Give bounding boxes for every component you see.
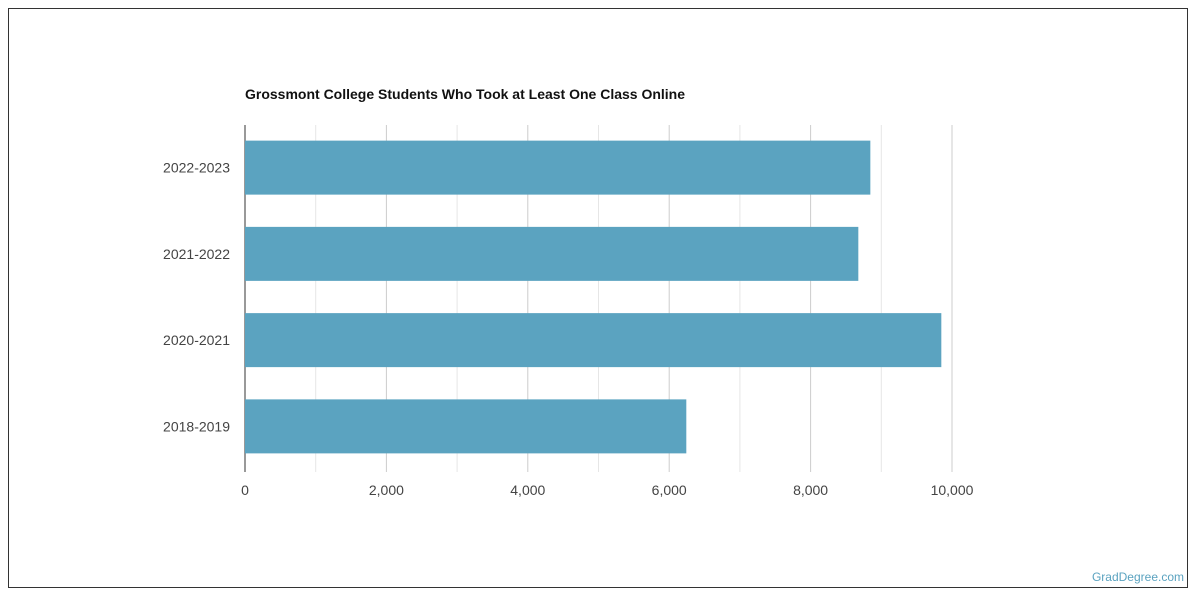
- y-tick-label: 2020-2021: [163, 332, 230, 348]
- chart-title: Grossmont College Students Who Took at L…: [245, 86, 686, 102]
- x-tick-label: 4,000: [510, 482, 545, 498]
- x-tick-label: 8,000: [793, 482, 828, 498]
- source-credit-link[interactable]: GradDegree.com: [1091, 570, 1184, 584]
- x-tick-label: 0: [241, 482, 249, 498]
- bar: [245, 313, 942, 368]
- x-tick-label: 2,000: [369, 482, 404, 498]
- y-tick-label: 2021-2022: [163, 246, 230, 262]
- chart-frame: [8, 8, 1188, 588]
- bar: [245, 226, 859, 281]
- y-tick-label: 2022-2023: [163, 160, 230, 176]
- y-tick-label: 2018-2019: [163, 418, 230, 434]
- x-tick-label: 10,000: [931, 482, 974, 498]
- bar: [245, 399, 687, 454]
- x-tick-label: 6,000: [652, 482, 687, 498]
- bar: [245, 140, 871, 195]
